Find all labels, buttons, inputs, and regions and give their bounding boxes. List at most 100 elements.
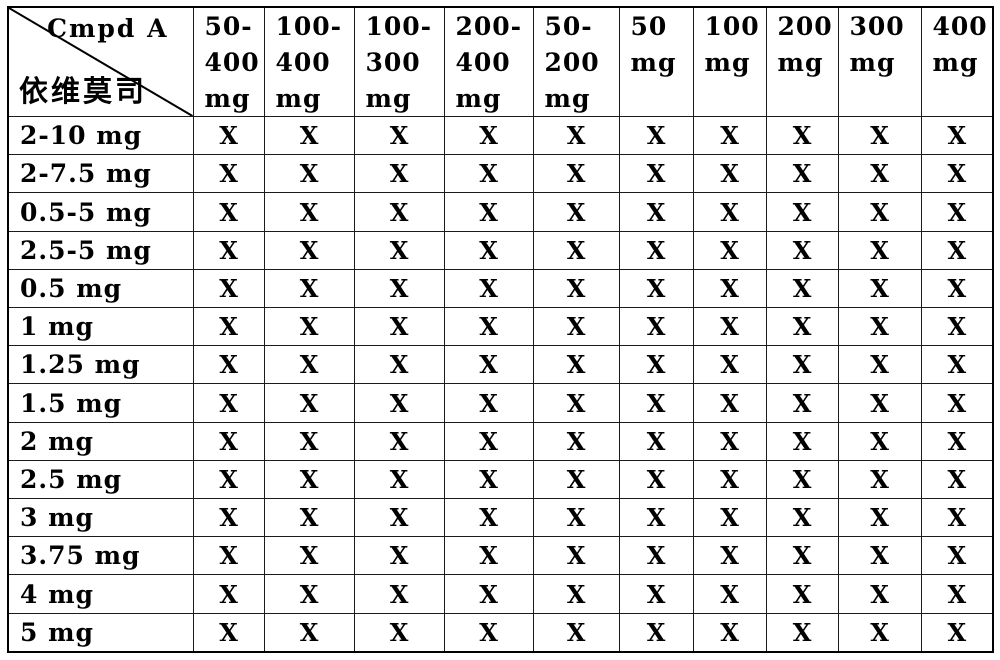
mark-cell: X: [532, 498, 620, 538]
column-header: 300 mg: [837, 6, 922, 117]
mark-cell: X: [353, 192, 445, 232]
column-header: 50 mg: [618, 6, 694, 117]
mark-cell: X: [192, 268, 265, 309]
mark-cell: X: [765, 115, 839, 156]
mark-cell: X: [765, 345, 839, 385]
mark-cell: X: [192, 498, 265, 538]
mark-cell: X: [353, 307, 445, 347]
mark-cell: X: [765, 498, 839, 538]
row-label: 0.5 mg: [7, 268, 194, 309]
column-header-line: mg: [275, 84, 322, 113]
mark-cell: X: [443, 268, 534, 309]
mark-cell: X: [920, 115, 994, 156]
row-label: 2-10 mg: [7, 115, 194, 156]
mark-cell: X: [443, 192, 534, 232]
row-label: 1.5 mg: [7, 383, 194, 423]
row-label: 0.5-5 mg: [7, 192, 194, 232]
mark-cell: X: [443, 345, 534, 385]
mark-cell: X: [920, 536, 994, 576]
mark-cell: X: [618, 612, 694, 653]
table-row: 0.5-5 mg X X X X X X X X X X: [7, 192, 994, 232]
mark-cell: X: [920, 612, 994, 653]
mark-cell: X: [443, 421, 534, 461]
column-header-line: mg: [365, 84, 412, 113]
mark-cell: X: [263, 230, 355, 270]
mark-cell: X: [532, 268, 620, 309]
mark-cell: X: [920, 345, 994, 385]
mark-cell: X: [692, 459, 767, 500]
mark-cell: X: [618, 345, 694, 385]
mark-cell: X: [765, 536, 839, 576]
mark-cell: X: [837, 307, 922, 347]
table-row: 1 mg X X X X X X X X X X: [7, 307, 994, 347]
mark-cell: X: [765, 154, 839, 194]
mark-cell: X: [692, 574, 767, 614]
mark-cell: X: [837, 192, 922, 232]
mark-cell: X: [353, 115, 445, 156]
column-header-line: 200-: [455, 12, 523, 41]
mark-cell: X: [618, 307, 694, 347]
row-label: 4 mg: [7, 574, 194, 614]
mark-cell: X: [443, 536, 534, 576]
column-header: 100- 400 mg: [263, 6, 355, 117]
mark-cell: X: [692, 268, 767, 309]
mark-cell: X: [192, 345, 265, 385]
mark-cell: X: [618, 230, 694, 270]
mark-cell: X: [692, 498, 767, 538]
mark-cell: X: [765, 574, 839, 614]
mark-cell: X: [532, 154, 620, 194]
column-header-line: mg: [204, 84, 251, 113]
row-label: 1 mg: [7, 307, 194, 347]
mark-cell: X: [443, 459, 534, 500]
mark-cell: X: [618, 574, 694, 614]
mark-cell: X: [765, 383, 839, 423]
column-header: 100 mg: [692, 6, 767, 117]
table-row: 2-10 mg X X X X X X X X X X: [7, 115, 994, 156]
column-header-line: mg: [777, 48, 824, 77]
mark-cell: X: [837, 498, 922, 538]
mark-cell: X: [353, 536, 445, 576]
mark-cell: X: [532, 421, 620, 461]
mark-cell: X: [443, 498, 534, 538]
table-row: 2.5-5 mg X X X X X X X X X X: [7, 230, 994, 270]
mark-cell: X: [837, 612, 922, 653]
mark-cell: X: [765, 421, 839, 461]
table-row: 0.5 mg X X X X X X X X X X: [7, 268, 994, 309]
mark-cell: X: [692, 421, 767, 461]
row-label: 2.5-5 mg: [7, 230, 194, 270]
mark-cell: X: [443, 230, 534, 270]
column-header-line: 50-: [544, 12, 593, 41]
header-row: Cmpd A 依维莫司 50- 400 mg 100- 400 mg 100- 300 mg 20…: [7, 6, 994, 117]
mark-cell: X: [353, 154, 445, 194]
mark-cell: X: [837, 421, 922, 461]
row-label: 5 mg: [7, 612, 194, 653]
column-header-line: 50-: [204, 12, 253, 41]
mark-cell: X: [192, 536, 265, 576]
column-header-line: mg: [932, 48, 979, 77]
diagonal-line: [9, 8, 192, 116]
mark-cell: X: [618, 154, 694, 194]
column-header: 50- 200 mg: [532, 6, 620, 117]
mark-cell: X: [353, 498, 445, 538]
table-row: 2 mg X X X X X X X X X X: [7, 421, 994, 461]
mark-cell: X: [618, 192, 694, 232]
mark-cell: X: [765, 612, 839, 653]
mark-cell: X: [920, 498, 994, 538]
mark-cell: X: [618, 498, 694, 538]
column-header-line: 200: [544, 48, 600, 77]
row-label: 2-7.5 mg: [7, 154, 194, 194]
corner-cell: Cmpd A 依维莫司: [7, 6, 194, 117]
mark-cell: X: [920, 192, 994, 232]
row-label: 1.25 mg: [7, 345, 194, 385]
table-row: 3.75 mg X X X X X X X X X X: [7, 536, 994, 576]
column-header-line: 400: [932, 12, 988, 41]
mark-cell: X: [353, 459, 445, 500]
mark-cell: X: [443, 154, 534, 194]
mark-cell: X: [443, 383, 534, 423]
row-label: 2 mg: [7, 421, 194, 461]
mark-cell: X: [263, 459, 355, 500]
mark-cell: X: [263, 421, 355, 461]
row-label: 2.5 mg: [7, 459, 194, 500]
mark-cell: X: [618, 268, 694, 309]
